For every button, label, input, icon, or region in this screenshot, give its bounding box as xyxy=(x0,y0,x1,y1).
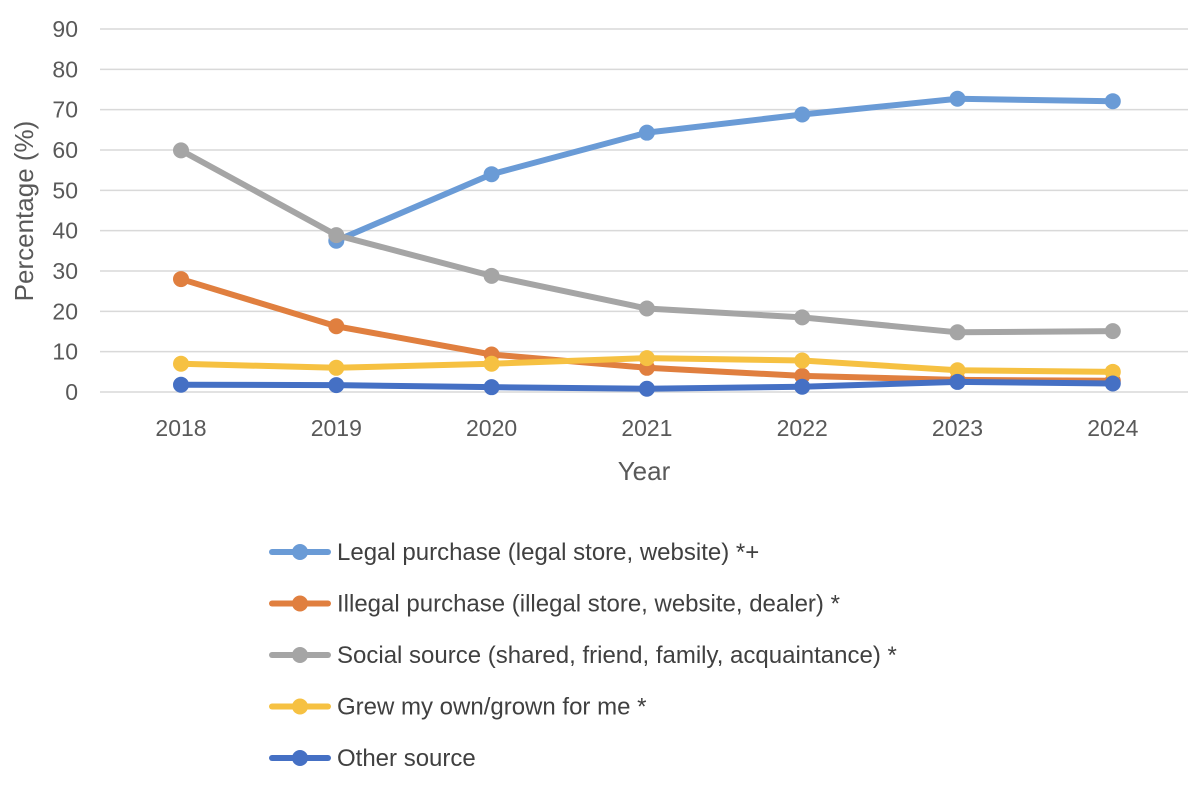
data-point xyxy=(794,309,811,326)
legend-item: Grew my own/grown for me * xyxy=(269,694,646,721)
legend-label: Illegal purchase (illegal store, website… xyxy=(337,591,840,618)
legend-label: Social source (shared, friend, family, a… xyxy=(337,642,897,669)
data-point xyxy=(949,362,966,379)
data-point xyxy=(483,166,500,183)
legend-label: Other source xyxy=(337,745,476,772)
data-point xyxy=(794,352,811,369)
data-point xyxy=(483,267,500,284)
data-point xyxy=(328,318,345,335)
y-tick-label: 50 xyxy=(52,177,78,203)
y-tick-label: 70 xyxy=(52,97,78,123)
data-point xyxy=(328,359,345,376)
x-axis-ticks: 2018 2019 2020 2021 2022 2023 2024 xyxy=(155,415,1138,441)
x-tick-label: 2019 xyxy=(311,415,362,441)
data-point xyxy=(483,355,500,372)
data-point xyxy=(483,379,500,396)
data-point xyxy=(1104,93,1121,110)
x-tick-label: 2023 xyxy=(932,415,983,441)
x-tick-label: 2020 xyxy=(466,415,517,441)
y-tick-label: 10 xyxy=(52,339,78,365)
legend-marker xyxy=(292,647,308,663)
series-line xyxy=(333,95,1116,244)
x-tick-label: 2018 xyxy=(155,415,206,441)
data-point xyxy=(794,378,811,395)
y-axis-title: Percentage (%) xyxy=(9,121,39,302)
legend-item: Illegal purchase (illegal store, website… xyxy=(269,591,840,618)
data-point xyxy=(328,227,345,244)
data-point xyxy=(949,90,966,107)
x-tick-label: 2021 xyxy=(621,415,672,441)
y-tick-label: 20 xyxy=(52,298,78,324)
legend-marker xyxy=(292,544,308,560)
legend-item: Social source (shared, friend, family, a… xyxy=(269,642,897,669)
data-point xyxy=(1104,375,1121,392)
x-axis-title: Year xyxy=(618,456,671,486)
data-point xyxy=(173,376,189,393)
y-axis-ticks: 0 10 20 30 40 50 60 70 80 90 xyxy=(52,16,78,405)
data-point xyxy=(1104,363,1121,380)
data-point xyxy=(173,271,189,288)
y-tick-label: 40 xyxy=(52,218,78,244)
series-group xyxy=(173,90,1121,397)
series-5 xyxy=(173,373,1121,397)
legend-label: Grew my own/grown for me * xyxy=(337,694,646,721)
data-point xyxy=(949,373,966,390)
x-tick-label: 2024 xyxy=(1087,415,1138,441)
data-point xyxy=(173,142,189,159)
x-tick-label: 2022 xyxy=(777,415,828,441)
series-1 xyxy=(328,90,1121,249)
data-point xyxy=(173,355,189,372)
legend-marker xyxy=(292,698,308,715)
data-point xyxy=(638,380,655,397)
y-tick-label: 90 xyxy=(52,16,78,42)
legend-label: Legal purchase (legal store, website) *+ xyxy=(337,539,759,566)
data-point xyxy=(1104,323,1121,340)
gridlines xyxy=(100,28,1188,393)
legend-item: Legal purchase (legal store, website) *+ xyxy=(269,539,759,566)
series-3 xyxy=(173,142,1121,341)
data-point xyxy=(638,300,655,317)
y-tick-label: 30 xyxy=(52,258,78,284)
legend-marker xyxy=(292,750,308,766)
data-point xyxy=(328,377,345,394)
data-point xyxy=(794,106,811,123)
y-tick-label: 80 xyxy=(52,56,78,82)
legend-marker xyxy=(292,595,308,612)
data-point xyxy=(949,324,966,341)
series-4 xyxy=(173,350,1121,380)
legend-item: Other source xyxy=(269,745,476,772)
legend: Legal purchase (legal store, website) *+… xyxy=(269,539,897,772)
y-tick-label: 60 xyxy=(52,137,78,163)
data-point xyxy=(638,350,655,367)
data-point xyxy=(638,124,655,141)
y-tick-label: 0 xyxy=(65,379,78,405)
